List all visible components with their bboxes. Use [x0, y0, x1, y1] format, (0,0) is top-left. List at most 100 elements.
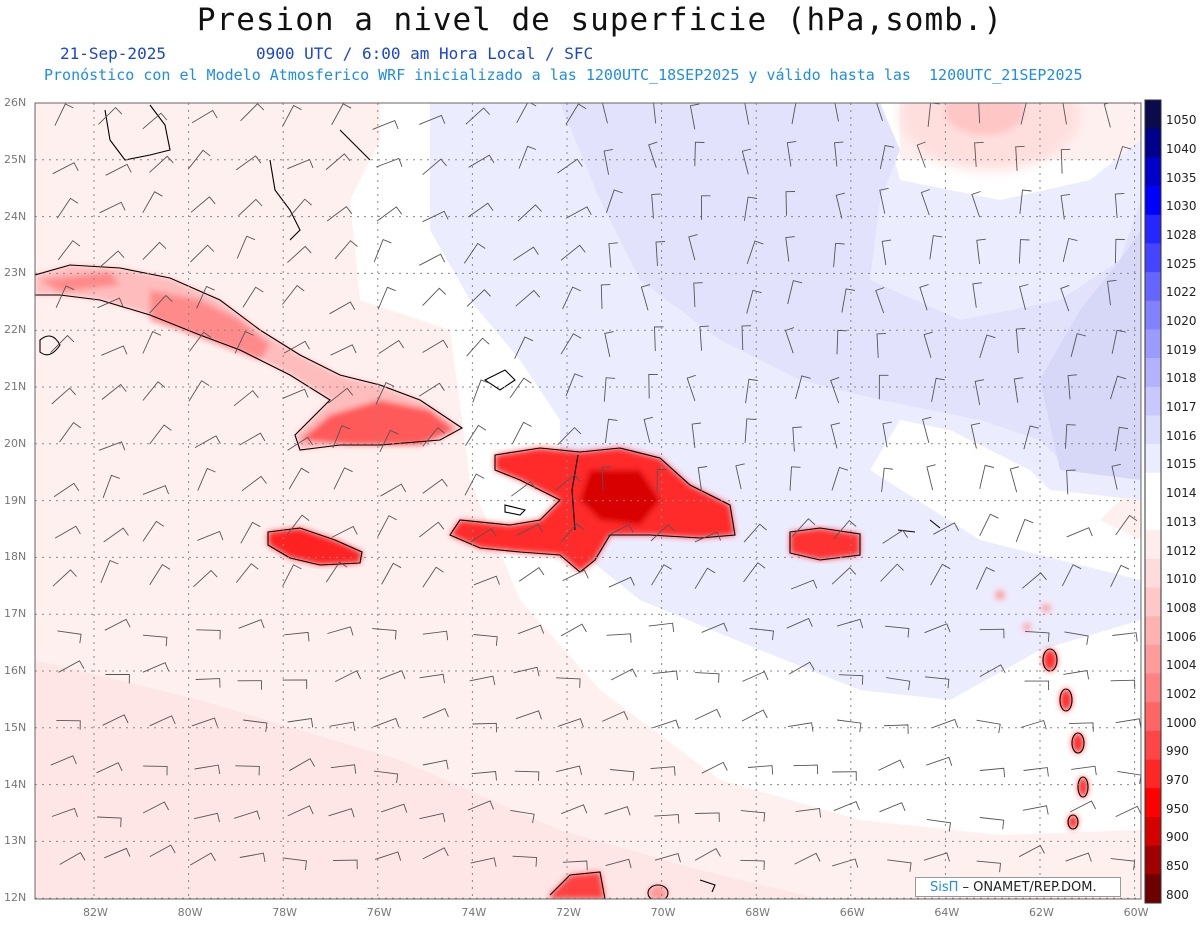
wind-barb	[193, 569, 218, 588]
pressure-field	[35, 103, 1141, 899]
wind-barb	[515, 289, 541, 307]
wind-barb	[1022, 805, 1049, 815]
wind-barb	[59, 851, 86, 865]
lat-label: 20N	[4, 436, 27, 450]
wind-barb	[282, 857, 308, 870]
wind-barb	[926, 756, 953, 766]
wind-barb	[197, 530, 224, 541]
wind-barb	[833, 242, 845, 268]
colorbar-label: 1008	[1166, 600, 1197, 615]
wind-barb	[334, 670, 362, 683]
wind-barb	[282, 388, 309, 399]
colorbar-swatch	[1145, 243, 1161, 273]
colorbar-swatch	[1145, 100, 1161, 130]
wind-barb	[102, 474, 120, 498]
colorbar-label: 1015	[1166, 457, 1197, 472]
wind-barb	[196, 629, 221, 640]
wind-barb	[604, 418, 618, 444]
wind-barb	[881, 467, 894, 493]
wind-barb	[979, 664, 1006, 677]
wind-barb	[749, 627, 774, 640]
wind-barb	[422, 847, 449, 860]
wind-barb	[465, 107, 491, 125]
wind-barb	[518, 145, 537, 169]
wind-barb	[419, 114, 446, 125]
wind-barb	[686, 374, 696, 402]
wind-barb	[830, 422, 841, 449]
wind-barb	[472, 722, 497, 733]
wind-barb	[325, 561, 348, 583]
wind-barb	[283, 340, 310, 354]
wind-barb	[1015, 327, 1026, 354]
wind-barb	[325, 153, 351, 170]
wind-barb	[467, 800, 494, 811]
wind-barb	[101, 345, 128, 356]
wind-barb	[979, 464, 995, 489]
wind-barb	[472, 379, 490, 403]
colorbar-frame	[1144, 99, 1162, 904]
wind-barb	[788, 661, 815, 675]
wind-barb	[789, 466, 801, 491]
colorbar-label: 970	[1166, 772, 1189, 787]
wind-barb	[373, 239, 392, 263]
wind-barb	[1070, 333, 1087, 358]
colorbar-swatch	[1145, 759, 1161, 789]
colorbar-swatch	[1145, 845, 1161, 875]
colorbar-swatch	[1145, 358, 1161, 388]
wind-barb	[605, 858, 632, 869]
wind-barb	[795, 807, 822, 818]
wind-barb	[195, 678, 221, 688]
wind-barb	[1112, 632, 1138, 642]
wind-barb	[381, 562, 402, 585]
wind-barb	[103, 527, 129, 543]
colorbar-swatch	[1145, 329, 1161, 359]
wind-barb	[234, 330, 254, 354]
colorbar-label: 1012	[1166, 543, 1197, 558]
wind-barb	[791, 518, 816, 537]
wind-barb	[785, 191, 796, 216]
wind-barb	[465, 424, 487, 446]
wind-barb	[1023, 767, 1049, 777]
colorbar-label: 1002	[1166, 686, 1197, 701]
wind-barb	[562, 860, 588, 871]
wind-barb	[142, 801, 169, 814]
wind-barb	[287, 717, 314, 728]
wind-barb	[235, 765, 260, 776]
wind-barb	[604, 331, 614, 357]
colorbar	[1144, 99, 1162, 904]
wind-barb	[512, 855, 538, 867]
wind-barb	[694, 531, 722, 543]
wind-barb	[1018, 844, 1045, 858]
wind-barb	[694, 141, 705, 167]
wind-barb	[878, 374, 889, 400]
wind-barb	[98, 106, 123, 125]
map-frame	[34, 102, 1142, 900]
colorbar-swatch	[1145, 530, 1161, 560]
wind-barb	[243, 719, 268, 733]
lat-label: 17N	[4, 607, 27, 621]
colorbar-swatch	[1145, 558, 1161, 589]
wind-barb	[608, 242, 618, 268]
credit-box: SisΠ – ONAMET/REP.DOM.	[915, 877, 1121, 897]
wind-barb	[142, 112, 168, 130]
wind-barb	[655, 241, 666, 267]
wind-barb	[376, 206, 403, 222]
wind-barb	[742, 671, 769, 682]
wind-barb	[640, 284, 651, 311]
wind-barb	[105, 674, 130, 684]
wind-barb	[971, 191, 981, 218]
wind-barb	[516, 103, 537, 124]
wind-barb	[743, 523, 767, 543]
wind-barb	[233, 390, 259, 407]
wind-barb	[974, 379, 985, 405]
wind-barb	[603, 148, 613, 175]
wind-barb	[562, 286, 581, 310]
wind-barb	[422, 708, 449, 719]
wind-barb	[875, 287, 885, 314]
wind-barb	[190, 196, 216, 213]
wind-barb	[565, 103, 587, 125]
wind-barb	[880, 563, 904, 582]
wind-barb	[694, 567, 716, 589]
wind-barb	[1064, 631, 1089, 645]
lat-label: 19N	[4, 493, 27, 507]
